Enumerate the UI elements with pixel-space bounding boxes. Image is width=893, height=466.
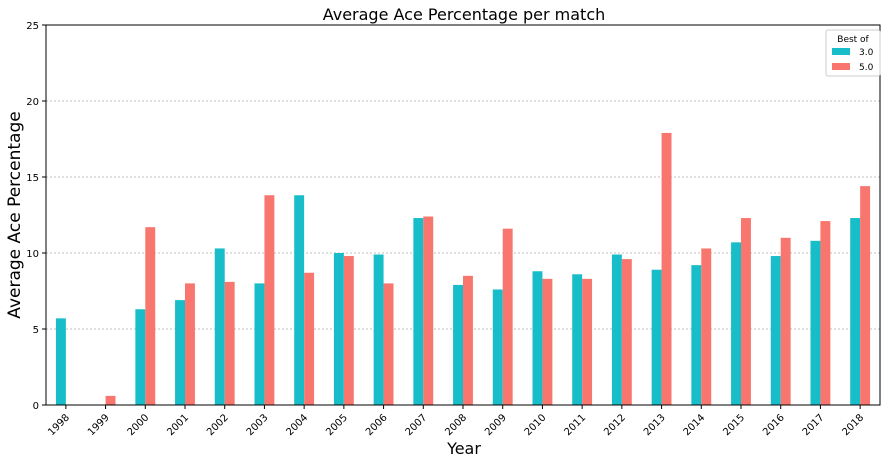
y-tick-label: 25 bbox=[26, 21, 39, 32]
bar-5.0-2012 bbox=[621, 259, 632, 405]
bar-5.0-2010 bbox=[542, 278, 553, 405]
legend-title: Best of bbox=[837, 35, 869, 45]
x-tick-label: 2011 bbox=[562, 412, 588, 438]
bar-5.0-2003 bbox=[264, 195, 275, 405]
x-tick-label: 2006 bbox=[364, 412, 390, 438]
chart-title: Average Ace Percentage per match bbox=[323, 5, 606, 24]
bar-3.0-1998 bbox=[55, 318, 66, 405]
x-tick-label: 2014 bbox=[682, 412, 708, 438]
x-tick-label: 2004 bbox=[284, 412, 310, 438]
bar-5.0-2000 bbox=[145, 227, 156, 405]
bar-3.0-2002 bbox=[214, 248, 225, 405]
bar-3.0-2013 bbox=[651, 269, 662, 405]
bar-5.0-2014 bbox=[701, 248, 712, 405]
bars bbox=[55, 132, 871, 406]
x-axis-label: Year bbox=[446, 439, 481, 458]
x-tick-label: 2005 bbox=[324, 412, 350, 438]
bar-5.0-2016 bbox=[780, 237, 791, 405]
x-tick-label: 1999 bbox=[86, 412, 112, 438]
bar-3.0-2005 bbox=[333, 253, 344, 405]
bar-3.0-2016 bbox=[770, 256, 781, 405]
x-tick-label: 2007 bbox=[404, 412, 430, 438]
bar-3.0-2015 bbox=[731, 242, 741, 405]
bar-3.0-2017 bbox=[810, 240, 821, 405]
bar-3.0-2003 bbox=[254, 283, 265, 405]
y-tick-label: 5 bbox=[33, 325, 39, 336]
bar-3.0-2000 bbox=[135, 309, 146, 405]
bar-3.0-2009 bbox=[492, 289, 503, 405]
x-tick-label: 2010 bbox=[523, 412, 549, 438]
bar-3.0-2011 bbox=[572, 274, 583, 405]
x-tick-label: 1998 bbox=[46, 412, 72, 438]
x-tick-label: 2008 bbox=[443, 412, 469, 438]
legend: Best of 3.0 5.0 bbox=[825, 29, 881, 77]
x-tick-label: 2000 bbox=[126, 412, 152, 438]
bar-3.0-2007 bbox=[413, 218, 424, 405]
bar-3.0-2012 bbox=[611, 254, 622, 405]
bar-3.0-2014 bbox=[691, 265, 702, 405]
x-tick-label: 2017 bbox=[801, 412, 827, 438]
x-tick-label: 2003 bbox=[245, 412, 271, 438]
bar-5.0-2007 bbox=[423, 216, 434, 405]
bar-3.0-2008 bbox=[453, 284, 463, 405]
x-tick-label: 2002 bbox=[205, 412, 231, 438]
legend-swatch-3.0 bbox=[832, 48, 850, 55]
bar-5.0-2002 bbox=[224, 281, 235, 405]
bar-5.0-2015 bbox=[741, 218, 751, 405]
y-tick-label: 0 bbox=[33, 401, 39, 412]
bar-5.0-2006 bbox=[383, 283, 394, 405]
x-tick-label: 2013 bbox=[642, 412, 668, 438]
x-tick-label: 2009 bbox=[483, 412, 509, 438]
bar-3.0-2001 bbox=[175, 300, 185, 405]
bar-5.0-2001 bbox=[185, 283, 195, 405]
bar-5.0-2017 bbox=[820, 221, 831, 405]
legend-label-5.0: 5.0 bbox=[859, 63, 874, 73]
y-ticks: 0 5 10 15 20 25 bbox=[26, 21, 46, 412]
x-tick-label: 2018 bbox=[840, 412, 866, 438]
y-axis-label: Average Ace Percentage bbox=[5, 111, 25, 318]
x-tick-label: 2001 bbox=[165, 412, 191, 438]
legend-label-3.0: 3.0 bbox=[859, 48, 874, 58]
y-tick-label: 10 bbox=[26, 249, 39, 260]
bar-5.0-2009 bbox=[502, 228, 513, 405]
bar-5.0-2005 bbox=[343, 256, 354, 405]
x-tick-label: 2016 bbox=[761, 412, 787, 438]
y-tick-label: 15 bbox=[26, 173, 39, 184]
y-tick-label: 20 bbox=[26, 97, 39, 108]
x-ticks: 1998 1999 2000 2001 2002 2003 2004 2005 2006 2007… bbox=[46, 405, 866, 438]
bar-3.0-2018 bbox=[850, 218, 861, 405]
legend-swatch-5.0 bbox=[832, 63, 850, 70]
bar-5.0-2004 bbox=[304, 272, 315, 405]
bar-5.0-2018 bbox=[860, 186, 871, 405]
bar-3.0-2004 bbox=[294, 195, 305, 405]
x-tick-label: 2012 bbox=[602, 412, 628, 438]
bar-3.0-2006 bbox=[373, 254, 384, 405]
bar-3.0-2010 bbox=[532, 271, 543, 405]
bar-5.0-2008 bbox=[463, 275, 473, 405]
bar-5.0-2011 bbox=[582, 278, 593, 405]
x-tick-label: 2015 bbox=[721, 412, 747, 438]
bar-5.0-1999 bbox=[105, 395, 116, 405]
bar-5.0-2013 bbox=[661, 132, 672, 406]
